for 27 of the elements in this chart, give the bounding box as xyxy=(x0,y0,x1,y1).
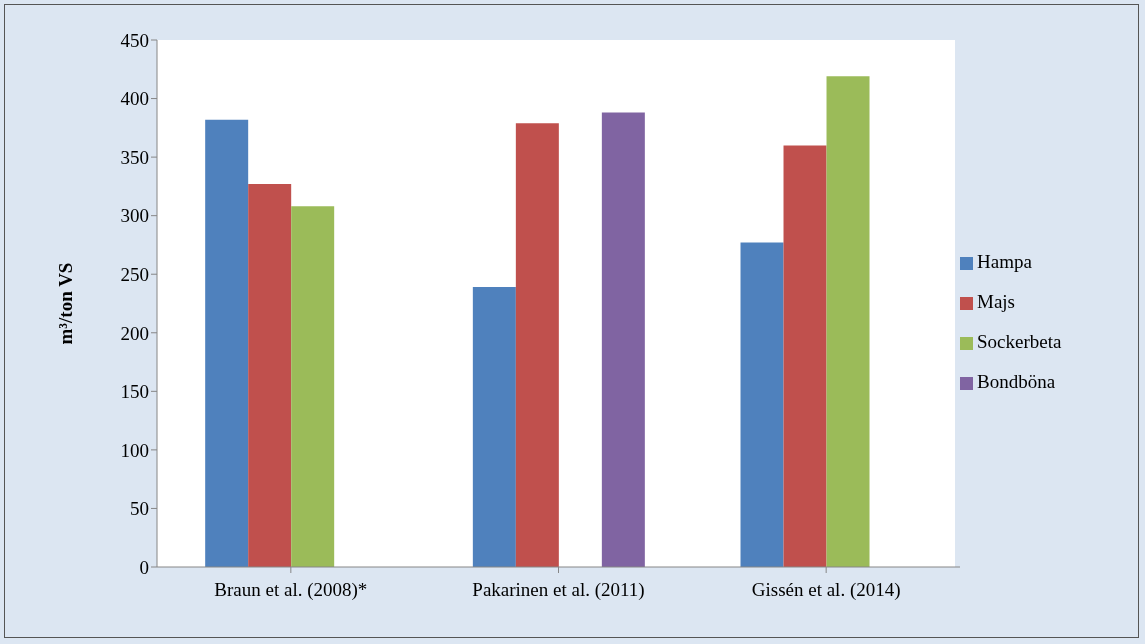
bar xyxy=(826,76,870,567)
bar xyxy=(248,184,292,567)
legend-label: Sockerbeta xyxy=(977,331,1062,352)
bar xyxy=(515,123,559,567)
x-tick-label: Pakarinen et al. (2011) xyxy=(472,579,645,602)
bar xyxy=(472,287,516,567)
x-tick-label: Gissén et al. (2014) xyxy=(751,579,901,602)
legend-label: Hampa xyxy=(977,251,1032,272)
x-tick-label: Braun et al. (2008)* xyxy=(214,579,368,602)
y-tick-label: 250 xyxy=(120,263,149,285)
y-tick-label: 50 xyxy=(130,498,149,520)
y-tick-label: 350 xyxy=(120,146,149,168)
bar xyxy=(205,119,249,567)
y-tick-label: 100 xyxy=(120,439,149,461)
y-tick-label: 0 xyxy=(139,556,149,578)
y-tick-label: 150 xyxy=(120,381,149,403)
y-tick-label: 450 xyxy=(120,29,149,51)
bar xyxy=(783,145,827,567)
y-axis-title: m³/ton VS xyxy=(54,262,76,345)
y-tick-label: 200 xyxy=(120,322,149,344)
bar xyxy=(601,112,645,567)
bar xyxy=(291,206,335,567)
y-tick-label: 400 xyxy=(120,88,149,110)
y-tick-label: 300 xyxy=(120,205,149,227)
legend-label: Majs xyxy=(977,291,1015,312)
legend-label: Bondböna xyxy=(977,371,1056,392)
bar xyxy=(740,242,784,567)
